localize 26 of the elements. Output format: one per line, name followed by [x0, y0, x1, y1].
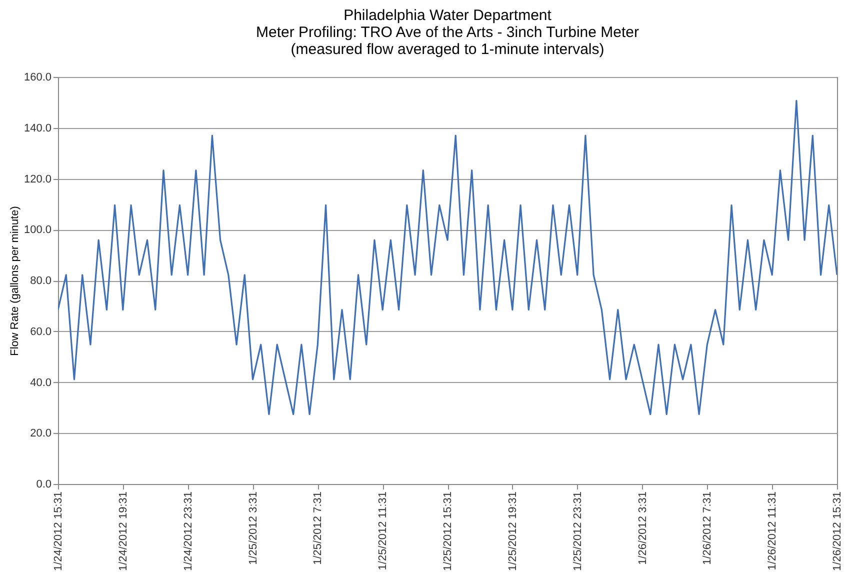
x-tick-label: 1/26/2012 7:31 — [702, 492, 714, 565]
x-tick-label: 1/24/2012 19:31 — [117, 492, 130, 572]
x-tick-label: 1/25/2012 19:31 — [506, 492, 519, 572]
x-tick-label: 1/25/2012 3:31 — [247, 492, 260, 565]
chart-subtitle: Meter Profiling: TRO Ave of the Arts - 3inch Turbine Meter (measured flow averaged to 1-minute intervals) — [256, 24, 639, 58]
line-series — [58, 100, 837, 416]
x-tick-label: 1/25/2012 15:31 — [442, 492, 454, 572]
x-tick-label: 1/24/2012 23:31 — [182, 492, 194, 572]
y-tick-label: 0.0 — [36, 478, 52, 490]
x-tick-label: 1/25/2012 7:31 — [312, 492, 324, 565]
x-tick-label: 1/26/2012 11:31 — [766, 492, 779, 570]
x-tick-label: 1/25/2012 11:31 — [377, 492, 390, 570]
x-tick-label: 1/24/2012 15:31 — [52, 492, 64, 572]
y-axis-title: Flow Rate (gallons per minute) — [8, 206, 21, 356]
y-tick-label: 140.0 — [24, 122, 52, 134]
x-tick-label: 1/25/2012 23:31 — [572, 492, 584, 572]
y-tick-label: 120.0 — [24, 173, 52, 186]
y-tick-label: 160.0 — [24, 72, 52, 84]
y-tick-label: 80.0 — [30, 275, 52, 287]
y-tick-label: 20.0 — [30, 428, 52, 440]
y-tick-label: 60.0 — [30, 326, 52, 338]
y-tick-label: 40.0 — [30, 376, 52, 389]
y-tick-label: 100.0 — [24, 224, 52, 236]
chart-title: Philadelphia Water Department — [344, 7, 552, 24]
x-tick-label: 1/26/2012 3:31 — [636, 492, 649, 565]
x-tick-label: 1/26/2012 15:31 — [832, 492, 844, 572]
